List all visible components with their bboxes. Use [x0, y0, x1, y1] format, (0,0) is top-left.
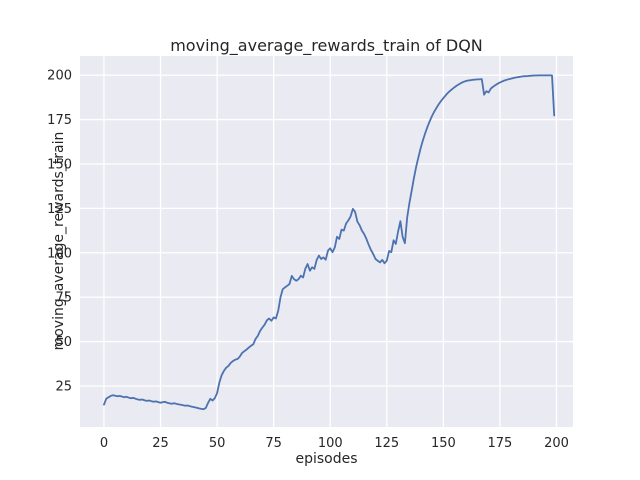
x-tick-label: 150 — [431, 436, 456, 451]
chart-title: moving_average_rewards_train of DQN — [170, 36, 483, 55]
x-tick-label: 175 — [488, 436, 513, 451]
y-tick-label: 75 — [55, 291, 72, 306]
x-tick-label: 75 — [265, 436, 282, 451]
x-tick-label: 25 — [152, 436, 169, 451]
y-tick-label: 175 — [47, 113, 72, 128]
x-tick-label: 125 — [374, 436, 399, 451]
y-tick-label: 125 — [47, 202, 72, 217]
axes-background — [80, 56, 573, 427]
y-tick-label: 25 — [55, 379, 72, 394]
x-tick-label: 0 — [100, 436, 108, 451]
x-tick-label: 50 — [209, 436, 226, 451]
x-axis-label: episodes — [295, 451, 358, 467]
x-tick-label: 100 — [318, 436, 343, 451]
x-tick-label: 200 — [544, 436, 569, 451]
y-tick-label: 200 — [47, 69, 72, 84]
y-tick-label: 100 — [47, 246, 72, 261]
y-tick-label: 150 — [47, 157, 72, 172]
y-tick-label: 50 — [55, 335, 72, 350]
series-line — [103, 74, 556, 411]
